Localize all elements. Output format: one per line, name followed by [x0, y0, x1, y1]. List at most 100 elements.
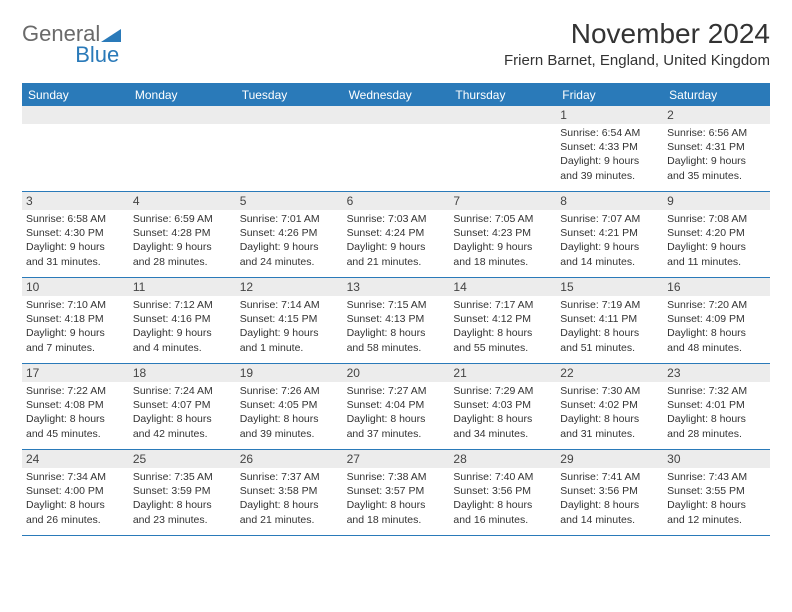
daylight-line: Daylight: 8 hours and 45 minutes. — [26, 412, 125, 440]
day-cell — [343, 106, 450, 191]
sunrise-line: Sunrise: 7:19 AM — [560, 298, 659, 312]
day-header-monday: Monday — [129, 84, 236, 106]
day-number: 23 — [663, 364, 770, 382]
day-number: 13 — [343, 278, 450, 296]
day-cell: 20Sunrise: 7:27 AMSunset: 4:04 PMDayligh… — [343, 364, 450, 449]
sunset-line: Sunset: 4:05 PM — [240, 398, 339, 412]
sunset-line: Sunset: 4:02 PM — [560, 398, 659, 412]
week-row: 10Sunrise: 7:10 AMSunset: 4:18 PMDayligh… — [22, 278, 770, 364]
sunrise-line: Sunrise: 7:22 AM — [26, 384, 125, 398]
day-cell: 15Sunrise: 7:19 AMSunset: 4:11 PMDayligh… — [556, 278, 663, 363]
day-number: 12 — [236, 278, 343, 296]
day-number-empty — [343, 106, 450, 124]
day-number: 16 — [663, 278, 770, 296]
sunset-line: Sunset: 4:03 PM — [453, 398, 552, 412]
daylight-line: Daylight: 9 hours and 7 minutes. — [26, 326, 125, 354]
day-cell — [22, 106, 129, 191]
sunset-line: Sunset: 3:56 PM — [560, 484, 659, 498]
sunrise-line: Sunrise: 7:10 AM — [26, 298, 125, 312]
daylight-line: Daylight: 9 hours and 31 minutes. — [26, 240, 125, 268]
day-cell: 19Sunrise: 7:26 AMSunset: 4:05 PMDayligh… — [236, 364, 343, 449]
sunrise-line: Sunrise: 7:43 AM — [667, 470, 766, 484]
day-header-sunday: Sunday — [22, 84, 129, 106]
logo-text-blue: Blue — [75, 45, 119, 66]
sunrise-line: Sunrise: 7:12 AM — [133, 298, 232, 312]
daylight-line: Daylight: 8 hours and 16 minutes. — [453, 498, 552, 526]
daylight-line: Daylight: 9 hours and 24 minutes. — [240, 240, 339, 268]
sunrise-line: Sunrise: 7:29 AM — [453, 384, 552, 398]
day-cell: 1Sunrise: 6:54 AMSunset: 4:33 PMDaylight… — [556, 106, 663, 191]
sunrise-line: Sunrise: 6:56 AM — [667, 126, 766, 140]
weeks-container: 1Sunrise: 6:54 AMSunset: 4:33 PMDaylight… — [22, 106, 770, 536]
sunset-line: Sunset: 4:18 PM — [26, 312, 125, 326]
sunset-line: Sunset: 4:20 PM — [667, 226, 766, 240]
sunset-line: Sunset: 4:24 PM — [347, 226, 446, 240]
sunrise-line: Sunrise: 7:34 AM — [26, 470, 125, 484]
day-number: 6 — [343, 192, 450, 210]
sunset-line: Sunset: 4:28 PM — [133, 226, 232, 240]
sunrise-line: Sunrise: 6:58 AM — [26, 212, 125, 226]
day-cell: 4Sunrise: 6:59 AMSunset: 4:28 PMDaylight… — [129, 192, 236, 277]
sunrise-line: Sunrise: 6:59 AM — [133, 212, 232, 226]
sunrise-line: Sunrise: 7:38 AM — [347, 470, 446, 484]
daylight-line: Daylight: 9 hours and 39 minutes. — [560, 154, 659, 182]
day-cell: 5Sunrise: 7:01 AMSunset: 4:26 PMDaylight… — [236, 192, 343, 277]
sunset-line: Sunset: 4:07 PM — [133, 398, 232, 412]
day-cell: 10Sunrise: 7:10 AMSunset: 4:18 PMDayligh… — [22, 278, 129, 363]
sunset-line: Sunset: 4:12 PM — [453, 312, 552, 326]
daylight-line: Daylight: 8 hours and 58 minutes. — [347, 326, 446, 354]
day-cell: 12Sunrise: 7:14 AMSunset: 4:15 PMDayligh… — [236, 278, 343, 363]
day-cell: 6Sunrise: 7:03 AMSunset: 4:24 PMDaylight… — [343, 192, 450, 277]
sunset-line: Sunset: 4:30 PM — [26, 226, 125, 240]
calendar-grid: SundayMondayTuesdayWednesdayThursdayFrid… — [22, 83, 770, 536]
day-number: 3 — [22, 192, 129, 210]
sunset-line: Sunset: 4:33 PM — [560, 140, 659, 154]
day-cell: 14Sunrise: 7:17 AMSunset: 4:12 PMDayligh… — [449, 278, 556, 363]
day-cell: 13Sunrise: 7:15 AMSunset: 4:13 PMDayligh… — [343, 278, 450, 363]
sunrise-line: Sunrise: 7:30 AM — [560, 384, 659, 398]
sunset-line: Sunset: 4:16 PM — [133, 312, 232, 326]
daylight-line: Daylight: 8 hours and 21 minutes. — [240, 498, 339, 526]
sunset-line: Sunset: 3:57 PM — [347, 484, 446, 498]
day-number: 21 — [449, 364, 556, 382]
day-number: 15 — [556, 278, 663, 296]
daylight-line: Daylight: 8 hours and 23 minutes. — [133, 498, 232, 526]
day-cell: 22Sunrise: 7:30 AMSunset: 4:02 PMDayligh… — [556, 364, 663, 449]
sunset-line: Sunset: 4:15 PM — [240, 312, 339, 326]
sunset-line: Sunset: 4:04 PM — [347, 398, 446, 412]
sunrise-line: Sunrise: 7:14 AM — [240, 298, 339, 312]
day-header-thursday: Thursday — [449, 84, 556, 106]
logo: GeneralBlue — [22, 24, 121, 66]
sunrise-line: Sunrise: 7:20 AM — [667, 298, 766, 312]
sunset-line: Sunset: 4:08 PM — [26, 398, 125, 412]
sunrise-line: Sunrise: 7:07 AM — [560, 212, 659, 226]
day-cell: 9Sunrise: 7:08 AMSunset: 4:20 PMDaylight… — [663, 192, 770, 277]
daylight-line: Daylight: 9 hours and 14 minutes. — [560, 240, 659, 268]
day-cell: 16Sunrise: 7:20 AMSunset: 4:09 PMDayligh… — [663, 278, 770, 363]
day-cell: 30Sunrise: 7:43 AMSunset: 3:55 PMDayligh… — [663, 450, 770, 535]
day-number-empty — [449, 106, 556, 124]
daylight-line: Daylight: 8 hours and 28 minutes. — [667, 412, 766, 440]
daylight-line: Daylight: 8 hours and 42 minutes. — [133, 412, 232, 440]
sunrise-line: Sunrise: 7:17 AM — [453, 298, 552, 312]
day-number: 30 — [663, 450, 770, 468]
sunset-line: Sunset: 4:31 PM — [667, 140, 766, 154]
day-number: 11 — [129, 278, 236, 296]
day-number: 20 — [343, 364, 450, 382]
daylight-line: Daylight: 9 hours and 18 minutes. — [453, 240, 552, 268]
sunset-line: Sunset: 3:55 PM — [667, 484, 766, 498]
sunrise-line: Sunrise: 7:41 AM — [560, 470, 659, 484]
daylight-line: Daylight: 8 hours and 31 minutes. — [560, 412, 659, 440]
day-number-empty — [22, 106, 129, 124]
day-cell: 8Sunrise: 7:07 AMSunset: 4:21 PMDaylight… — [556, 192, 663, 277]
daylight-line: Daylight: 9 hours and 28 minutes. — [133, 240, 232, 268]
location-subtitle: Friern Barnet, England, United Kingdom — [504, 52, 770, 69]
day-number: 19 — [236, 364, 343, 382]
page-header: GeneralBlue November 2024 Friern Barnet,… — [22, 18, 770, 69]
week-row: 3Sunrise: 6:58 AMSunset: 4:30 PMDaylight… — [22, 192, 770, 278]
day-number: 18 — [129, 364, 236, 382]
sunrise-line: Sunrise: 7:37 AM — [240, 470, 339, 484]
sunrise-line: Sunrise: 7:01 AM — [240, 212, 339, 226]
day-cell: 25Sunrise: 7:35 AMSunset: 3:59 PMDayligh… — [129, 450, 236, 535]
day-cell: 21Sunrise: 7:29 AMSunset: 4:03 PMDayligh… — [449, 364, 556, 449]
